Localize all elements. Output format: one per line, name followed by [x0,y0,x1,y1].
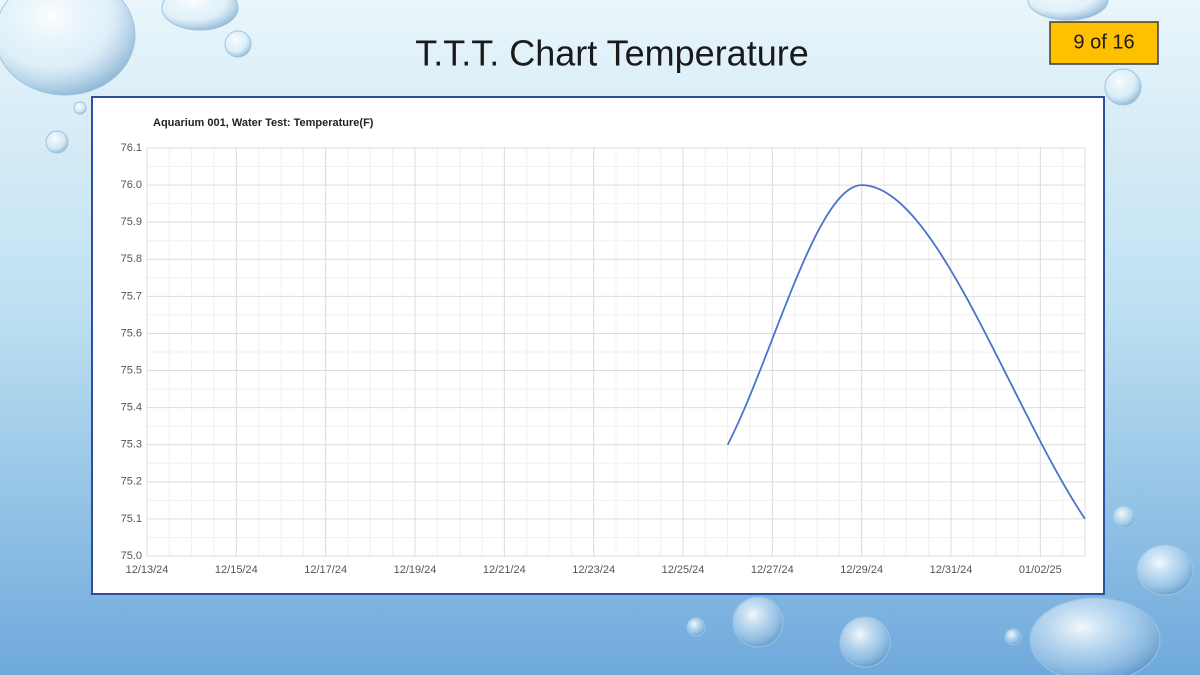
x-tick-label: 12/27/24 [751,564,794,576]
y-tick-label: 75.8 [121,253,142,265]
y-tick-label: 75.5 [121,364,142,376]
chart-title: Aquarium 001, Water Test: Temperature(F) [153,117,374,129]
page-badge [1049,21,1159,65]
x-tick-label: 12/31/24 [930,564,973,576]
y-tick-label: 75.2 [121,476,142,488]
chart-frame [91,96,1105,595]
x-tick-label: 12/23/24 [572,564,615,576]
slide-title: T.T.T. Chart Temperature [415,33,809,74]
x-tick-label: 01/02/25 [1019,564,1062,576]
y-tick-label: 75.6 [121,327,142,339]
x-tick-label: 12/15/24 [215,564,258,576]
y-tick-label: 75.4 [121,402,142,414]
page-badge-text: 9 of 16 [1073,31,1134,53]
x-tick-label: 12/19/24 [394,564,437,576]
y-tick-label: 76.0 [121,179,142,191]
x-tick-label: 12/17/24 [304,564,347,576]
y-tick-label: 76.1 [121,142,142,154]
data-line [726,184,1086,520]
y-tick-label: 75.7 [121,290,142,302]
x-tick-label: 12/21/24 [483,564,526,576]
y-tick-label: 75.0 [121,550,142,562]
y-tick-label: 75.3 [121,439,142,451]
x-tick-label: 12/13/24 [126,564,169,576]
x-tick-label: 12/25/24 [662,564,705,576]
plot-area: 75.0 75.1 75.2 75.3 75.4 75.5 75.6 75.7 75.8 75.9… [121,142,1086,576]
y-tick-label: 75.9 [121,216,142,228]
x-tick-label: 12/29/24 [840,564,883,576]
y-tick-label: 75.1 [121,513,142,525]
